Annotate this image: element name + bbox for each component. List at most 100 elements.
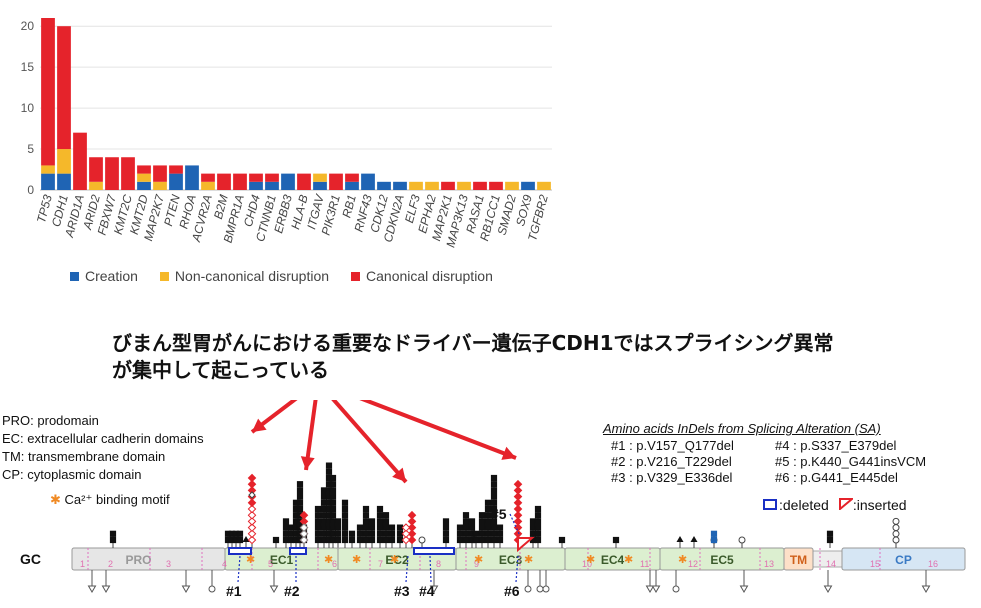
mutation-marker (320, 493, 328, 500)
mutation-marker (314, 512, 322, 519)
mutation-marker (341, 505, 349, 513)
mutation-marker (472, 530, 480, 537)
inserted-triangle-icon (838, 498, 855, 512)
mutation-marker (242, 536, 250, 542)
mutation-marker (247, 479, 257, 489)
mutation-marker (418, 536, 426, 544)
inserted-legend: :inserted (838, 497, 907, 513)
mutation-marker (401, 523, 411, 532)
mutation-marker (478, 524, 486, 531)
pointer-arrow-line (331, 400, 408, 484)
legend-swatch-canonical (351, 271, 361, 281)
domain-label: EC4 (601, 553, 625, 567)
y-tick-label: 10 (21, 101, 35, 115)
legend-item-canonical: Canonical disruption (351, 268, 493, 284)
mutation-marker (558, 536, 566, 544)
legend-label-canonical: Canonical disruption (366, 268, 493, 284)
bar-segment (137, 173, 151, 182)
mutation-marker (247, 473, 257, 483)
bar-segment (73, 132, 87, 190)
mutation-marker (320, 530, 328, 537)
mutation-marker (236, 536, 244, 544)
mutation-marker (388, 530, 396, 537)
mutation-marker (329, 524, 337, 531)
ca-motif-legend: ✱ Ca²⁺ binding motif (50, 492, 170, 508)
mutation-marker (442, 524, 450, 531)
mutation-marker (376, 536, 384, 544)
mutation-marker (478, 512, 486, 519)
mutation-marker (462, 536, 470, 544)
mutation-marker (320, 505, 328, 513)
bar-segment (153, 181, 167, 190)
exon-number: 9 (474, 559, 479, 569)
bar-segment (393, 181, 407, 190)
bar-segment (185, 165, 199, 190)
mutation-marker (247, 535, 257, 545)
mutation-marker (247, 517, 257, 526)
ca-motif-marker: ✱ (352, 554, 361, 566)
ca-motif-marker: ✱ (246, 554, 255, 566)
bar-segment (345, 173, 359, 182)
bar-segment (217, 173, 231, 190)
y-tick-label: 15 (21, 60, 35, 74)
exon-number: 11 (640, 559, 649, 569)
mutation-marker (299, 510, 309, 520)
mutation-marker (484, 505, 492, 513)
sa-legend-box: Amino acids InDels from Splicing Alterat… (603, 421, 945, 486)
mutation-marker (247, 529, 257, 539)
mutation-marker (490, 487, 498, 494)
domain-label: EC1 (270, 553, 294, 567)
mutation-marker (320, 512, 328, 519)
exon-number: 10 (582, 559, 592, 569)
ca-motif-label: Ca²⁺ binding motif (64, 492, 170, 507)
mutation-marker (87, 585, 97, 593)
mutation-marker (496, 536, 504, 544)
sa-deleted-box (289, 547, 307, 555)
bar-segment (153, 165, 167, 182)
mutation-marker (401, 529, 411, 539)
mutation-marker (341, 518, 349, 525)
y-tick-label: 5 (27, 142, 34, 156)
bar-segment (137, 181, 151, 190)
mutation-marker (376, 505, 384, 513)
mutation-marker (101, 585, 111, 593)
sa-item: #2 : p.V216_T229del (611, 454, 732, 469)
bar-segment (201, 181, 215, 190)
row-label-gc: GC (20, 551, 41, 567)
mutation-marker (456, 536, 464, 544)
bar-segment (41, 18, 55, 166)
mutation-marker (348, 530, 356, 537)
bar-segment (233, 173, 247, 190)
sa-marker-label: #4 (419, 583, 435, 599)
mutation-marker (456, 524, 464, 531)
exon-number: 14 (826, 559, 836, 569)
sa-leader-line (509, 513, 521, 537)
mutation-marker (468, 524, 476, 531)
mutation-marker (513, 479, 523, 489)
sa-leader-line (405, 555, 409, 583)
ca-motif-marker: ✱ (524, 554, 533, 566)
mutation-marker (738, 536, 746, 544)
bar-segment (57, 149, 71, 174)
mutation-marker (314, 530, 322, 537)
domain-label: CP (895, 553, 912, 567)
sa-leader-line (515, 555, 519, 583)
mutation-marker (296, 481, 304, 488)
ca-motif-marker: ✱ (678, 554, 687, 566)
mutation-marker (892, 524, 900, 532)
mutation-marker (826, 530, 834, 537)
ca-motif-marker: ✱ (474, 554, 483, 566)
mutation-marker (407, 523, 417, 532)
mutation-marker (362, 512, 370, 519)
x-tick-label: B2M (211, 193, 231, 220)
sa-marker-legend: :deleted :inserted (763, 497, 907, 513)
mutation-marker (382, 512, 390, 519)
mutation-marker (645, 585, 655, 593)
mutation-marker (356, 530, 364, 537)
mutation-marker (462, 512, 470, 519)
mutation-marker (651, 585, 661, 593)
mutation-marker (496, 524, 504, 531)
mutation-marker (484, 530, 492, 537)
mutation-marker (534, 505, 542, 513)
mutation-marker (341, 524, 349, 531)
